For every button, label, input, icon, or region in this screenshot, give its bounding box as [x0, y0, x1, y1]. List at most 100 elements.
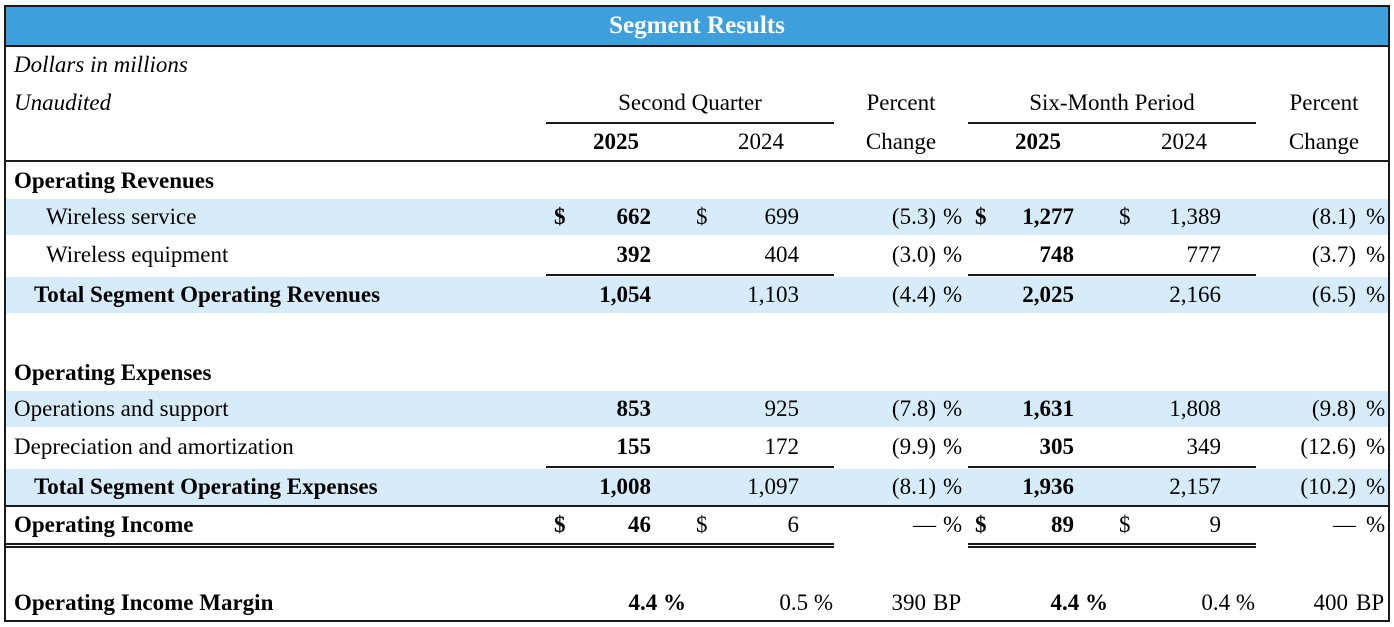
unaudited-note: Unaudited: [14, 90, 112, 115]
row-label: Operating Income: [14, 512, 194, 537]
double-underline: [6, 543, 834, 548]
s2025-value: 305: [1039, 434, 1075, 459]
q-change-value: (3.0): [891, 242, 936, 267]
dollar-sign: $: [975, 512, 987, 537]
section-label: Operating Expenses: [14, 360, 212, 385]
s-change-value: (12.6): [1300, 434, 1356, 459]
s-change-value: (8.1): [1311, 204, 1356, 229]
s-change-header: Change: [1288, 129, 1360, 154]
pct-sign: %: [943, 512, 963, 537]
dollar-sign: $: [696, 512, 708, 537]
table-row: Total Segment Operating Revenues 1,054 1…: [6, 277, 1388, 313]
dollar-sign: $: [975, 204, 987, 229]
s-change-value: (3.7): [1311, 242, 1356, 267]
table-row: Total Segment Operating Expenses 1,008 1…: [6, 469, 1388, 505]
pct-sign: %: [943, 474, 963, 499]
s2024-value: 1,389: [1169, 204, 1221, 229]
s2024-value: 2,166: [1169, 282, 1221, 307]
s2024-value: 0.4 %: [1201, 590, 1255, 615]
q-change-header: Change: [865, 129, 937, 154]
q2025-value: 853: [616, 396, 652, 421]
subtotal-underline: [968, 274, 1256, 276]
dollar-sign: $: [554, 204, 566, 229]
pct-sign: %: [943, 396, 963, 421]
q2025-value: 4.4 %: [628, 590, 687, 615]
s2025-value: 1,631: [1022, 396, 1074, 421]
pct-sign: %: [1366, 474, 1386, 499]
pct-sign: %: [943, 204, 963, 229]
dollar-sign: $: [1119, 512, 1131, 537]
s2025-value: 1,936: [1022, 474, 1074, 499]
q-change-value: (7.8): [891, 396, 936, 421]
s2024-value: 777: [1186, 242, 1222, 267]
row-label: Depreciation and amortization: [14, 434, 294, 459]
dollar-sign: $: [554, 512, 566, 537]
six-month-header: Six-Month Period: [1029, 90, 1195, 115]
q-change-value: (9.9): [891, 434, 936, 459]
q2024-value: 172: [764, 434, 800, 459]
pct-sign: %: [1366, 512, 1386, 537]
s-change-value: (6.5): [1311, 282, 1356, 307]
q-2025-header: 2025: [593, 129, 639, 154]
pct-sign: %: [1366, 282, 1386, 307]
q-change-value: (8.1): [891, 474, 936, 499]
s-change-value: 400: [1313, 590, 1349, 615]
subtotal-underline: [968, 466, 1256, 468]
table-row: Depreciation and amortization 155 172 (9…: [6, 429, 1388, 465]
q2024-value: 699: [764, 204, 800, 229]
bp-unit: BP: [933, 590, 962, 615]
q2025-value: 155: [616, 434, 652, 459]
pct-sign: %: [943, 434, 963, 459]
q2025-value: 1,054: [599, 282, 651, 307]
q2024-value: 1,097: [747, 474, 799, 499]
six-month-underline: [968, 122, 1256, 124]
dollar-sign: $: [1119, 204, 1131, 229]
table-title: Segment Results: [6, 7, 1388, 45]
s2025-value: 1,277: [1022, 204, 1074, 229]
s2025-value: 89: [1051, 512, 1074, 537]
pct-sign: %: [1366, 242, 1386, 267]
table-row: Wireless equipment 392 404 (3.0) % 748 7…: [6, 237, 1388, 273]
subtotal-underline: [546, 274, 834, 276]
bp-unit: BP: [1356, 590, 1385, 615]
table-row: Operating Income Margin 4.4 % 0.5 % 390 …: [6, 585, 1388, 620]
second-quarter-underline: [546, 122, 834, 124]
q2025-value: 46: [628, 512, 651, 537]
table-row: Operations and support 853 925 (7.8) % 1…: [6, 391, 1388, 427]
q2024-value: 404: [764, 242, 800, 267]
q-change-value: 390: [891, 590, 927, 615]
section-expenses: Operating Expenses: [6, 355, 1388, 391]
q-change-value: —: [913, 512, 936, 537]
units-note: Dollars in millions: [14, 52, 188, 77]
header-divider: [6, 160, 1388, 162]
segment-results-table: Segment Results Dollars in millions Unau…: [4, 5, 1390, 622]
section-revenues: Operating Revenues: [6, 163, 1388, 199]
s2024-value: 2,157: [1169, 474, 1221, 499]
row-label: Wireless service: [46, 204, 197, 229]
pct-sign: %: [943, 242, 963, 267]
table-row: Operating Income $ 46 $ 6 — % $ 89 $ 9 —…: [6, 507, 1388, 543]
q2024-value: 925: [764, 396, 800, 421]
s-percent-header: Percent: [1289, 90, 1359, 115]
q-change-value: (5.3): [891, 204, 936, 229]
q2024-value: 1,103: [747, 282, 799, 307]
s-change-value: (10.2): [1300, 474, 1356, 499]
row-label: Total Segment Operating Revenues: [34, 282, 381, 307]
s2025-value: 2,025: [1022, 282, 1074, 307]
title-divider: [6, 45, 1388, 47]
pct-sign: %: [943, 282, 963, 307]
second-quarter-header: Second Quarter: [618, 90, 762, 115]
s2024-value: 349: [1186, 434, 1222, 459]
pct-sign: %: [1366, 434, 1386, 459]
q2024-value: 6: [787, 512, 800, 537]
header-row-2: Unaudited Second Quarter Percent Six-Mon…: [6, 85, 1388, 121]
q-change-value: (4.4): [891, 282, 936, 307]
q2024-value: 0.5 %: [779, 590, 833, 615]
s-2024-header: 2024: [1161, 129, 1207, 154]
s-2025-header: 2025: [1015, 129, 1061, 154]
s2025-value: 4.4 %: [1050, 590, 1109, 615]
income-divider: [6, 505, 1388, 507]
q2025-value: 1,008: [599, 474, 651, 499]
s-change-value: —: [1333, 512, 1356, 537]
q-percent-header: Percent: [866, 90, 936, 115]
